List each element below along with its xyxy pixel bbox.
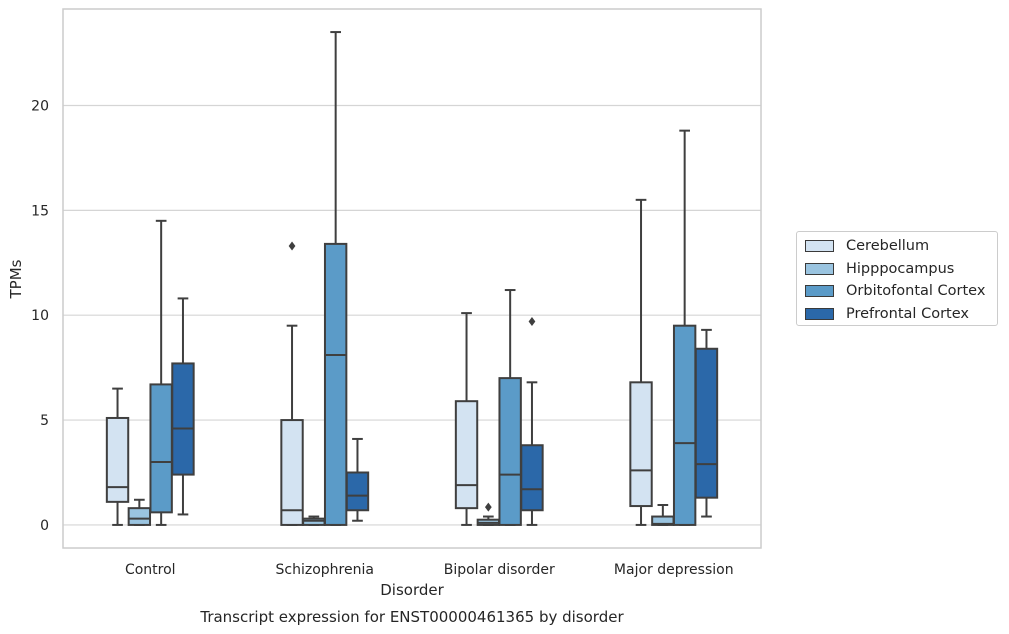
y-tick-labels: 0 5 10 15 20 — [31, 98, 49, 533]
box-iqr — [323, 242, 348, 526]
y-tick-label: 0 — [40, 518, 49, 534]
outlier-point — [528, 316, 536, 326]
box-prefrontal-cortex — [171, 297, 195, 516]
legend-swatch — [805, 285, 834, 297]
y-tick-label: 5 — [40, 413, 49, 429]
chart-title: Transcript expression for ENST0000046136… — [199, 608, 624, 626]
box-iqr — [105, 416, 130, 503]
box-iqr — [280, 419, 304, 526]
y-axis-label: TPMs — [7, 259, 25, 299]
legend-label: Orbitofontal Cortex — [846, 283, 986, 299]
legend-entry: Prefrontal Cortex — [805, 303, 969, 325]
legend-swatch — [805, 307, 834, 320]
outlier-point — [484, 502, 492, 512]
legend-label: Hipppocampus — [846, 260, 955, 277]
outlier-point — [288, 241, 296, 251]
x-tick-label: Control — [125, 562, 176, 578]
y-tick-label: 15 — [31, 203, 49, 219]
box-prefrontal-cortex — [694, 328, 719, 518]
legend-swatch — [805, 240, 834, 252]
box-iqr — [694, 347, 719, 499]
box-iqr — [345, 471, 370, 512]
plot-frame — [62, 8, 762, 549]
box-prefrontal-cortex — [520, 316, 544, 526]
x-axis-label: Disorder — [380, 581, 444, 599]
legend-label: Prefrontal Cortex — [846, 305, 969, 322]
box-orbitofontal-cortex — [323, 31, 348, 526]
legend-entry: Orbitofontal Cortex — [805, 280, 985, 302]
box-hipppocampus — [127, 498, 152, 526]
box-prefrontal-cortex — [345, 437, 370, 522]
box-cerebellum — [629, 198, 653, 526]
box-hipppocampus — [302, 515, 326, 526]
y-tick-label: 10 — [31, 308, 49, 324]
x-tick-label: Major depression — [614, 562, 734, 578]
legend-label: Cerebellum — [846, 238, 930, 254]
legend: Cerebellum Hipppocampus Orbitofontal Corte… — [796, 231, 998, 326]
box-cerebellum — [105, 387, 130, 526]
box-iqr — [498, 377, 522, 526]
box-iqr — [454, 400, 479, 510]
x-tick-label: Schizophrenia — [276, 562, 374, 578]
box-iqr — [520, 444, 544, 512]
y-tick-label: 20 — [31, 98, 49, 114]
legend-entry: Hipppocampus — [805, 258, 954, 280]
box-iqr — [149, 383, 173, 514]
box-iqr — [302, 517, 326, 526]
box-iqr — [672, 324, 697, 526]
box-cerebellum — [280, 241, 304, 526]
legend-swatch — [805, 262, 834, 275]
x-tick-labels: Control Schizophrenia Bipolar disorder Majo… — [125, 562, 734, 578]
box-cerebellum — [454, 312, 479, 526]
box-iqr — [629, 381, 653, 508]
legend-entry: Cerebellum — [805, 235, 929, 257]
box-iqr — [127, 507, 152, 526]
box-hipppocampus — [476, 502, 501, 526]
box-iqr — [171, 362, 195, 476]
x-tick-label: Bipolar disorder — [444, 562, 555, 578]
boxes — [105, 31, 719, 526]
